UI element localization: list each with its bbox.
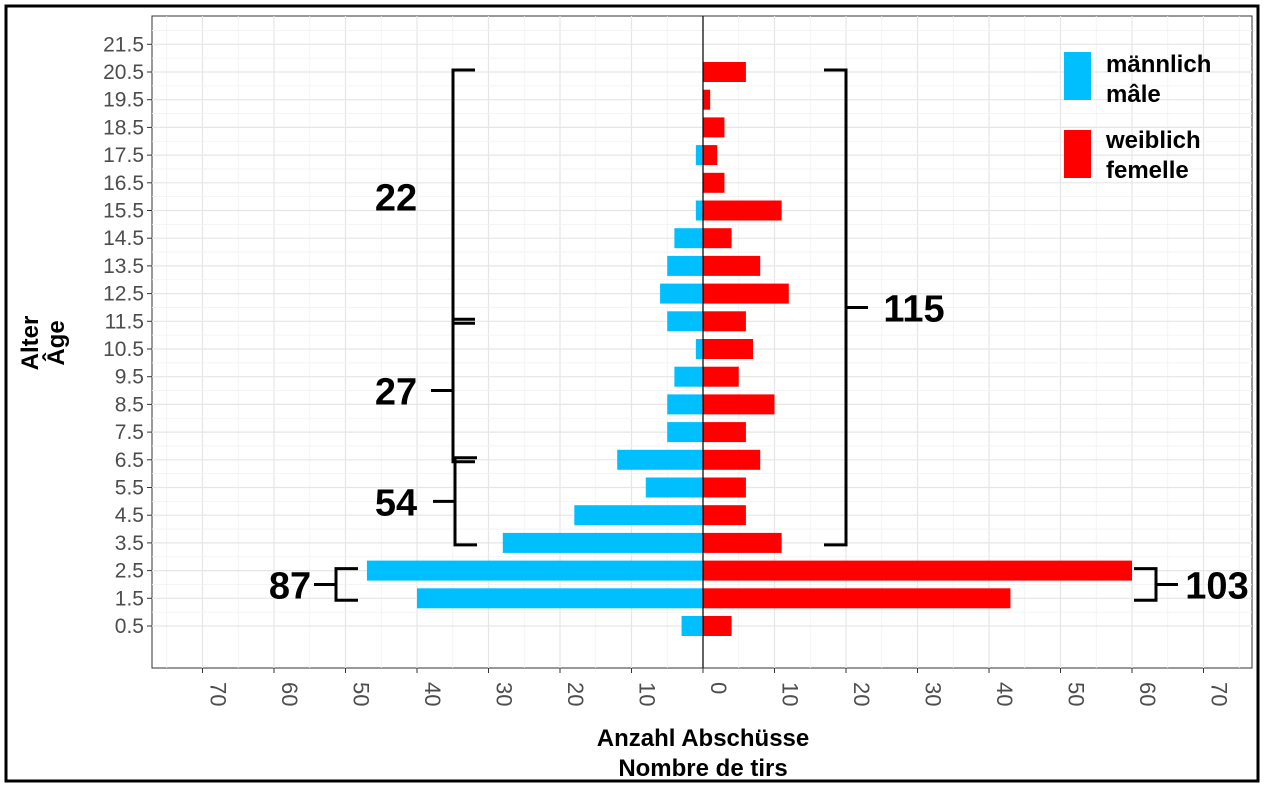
y-tick-label: 14.5: [103, 227, 144, 250]
bar-male-15.5: [695, 200, 703, 221]
bar-male-9.5: [674, 366, 703, 387]
legend-label-female-line1: weiblich: [1105, 127, 1201, 154]
bar-male-13.5: [667, 255, 703, 276]
bracket-label-54: 54: [375, 482, 417, 524]
legend-label-female-line2: femelle: [1106, 157, 1189, 184]
bar-male-0.5: [681, 616, 703, 636]
bar-male-12.5: [660, 283, 703, 304]
bar-female-4.5: [703, 505, 746, 526]
bar-female-20.5: [703, 62, 746, 82]
y-tick-label: 0.5: [115, 615, 144, 638]
bar-female-16.5: [703, 172, 725, 193]
y-axis-ticks: 0.5 1.5 2.5 3.5 4.5 5.5 6.5 7.5 8.5 9.5 10.5 11.5 12…: [103, 33, 152, 638]
x-tick-label: 40: [992, 682, 1017, 706]
bar-female-9.5: [703, 366, 739, 387]
y-tick-label: 13.5: [103, 255, 144, 278]
bar-female-7.5: [703, 422, 746, 443]
bar-female-0.5: [703, 616, 732, 636]
bar-female-18.5: [703, 117, 725, 138]
x-tick-label: 20: [563, 682, 588, 706]
x-tick-label: 70: [206, 682, 231, 706]
bar-female-1.5: [703, 588, 1011, 609]
y-tick-label: 10.5: [103, 338, 144, 361]
bar-female-17.5: [703, 145, 718, 166]
bar-female-6.5: [703, 449, 761, 470]
bar-female-5.5: [703, 477, 746, 498]
y-axis-title-line2: Âge: [42, 320, 70, 365]
y-tick-label: 17.5: [103, 144, 144, 167]
bracket-label-103: 103: [1185, 565, 1248, 607]
y-tick-label: 9.5: [115, 366, 144, 389]
x-tick-label: 0: [706, 682, 731, 694]
bar-female-14.5: [703, 228, 732, 249]
x-tick-label: 50: [1064, 682, 1089, 706]
x-tick-label: 40: [420, 682, 445, 706]
y-tick-label: 19.5: [103, 89, 144, 112]
bracket-label-27: 27: [375, 372, 417, 414]
bracket-left-22: [451, 68, 475, 325]
bar-female-2.5: [703, 560, 1132, 581]
y-tick-label: 16.5: [103, 172, 144, 195]
x-tick-label: 50: [349, 682, 374, 706]
x-tick-label: 30: [921, 682, 946, 706]
bar-female-12.5: [703, 283, 789, 304]
bar-female-11.5: [703, 311, 746, 332]
bar-female-19.5: [703, 89, 711, 110]
legend-label-male-line2: mâle: [1106, 81, 1161, 108]
y-tick-label: 15.5: [103, 200, 144, 223]
bar-male-8.5: [667, 394, 703, 415]
x-tick-label: 60: [1135, 682, 1160, 706]
bar-female-13.5: [703, 255, 761, 276]
y-tick-label: 1.5: [115, 587, 144, 610]
bar-female-8.5: [703, 394, 775, 415]
bar-male-4.5: [574, 505, 703, 526]
bar-male-6.5: [617, 449, 703, 470]
bracket-annotations: 22 27 54 87 115 103: [269, 68, 1249, 607]
y-tick-label: 18.5: [103, 116, 144, 139]
y-tick-label: 21.5: [103, 33, 144, 56]
bracket-label-87: 87: [269, 565, 311, 607]
x-tick-label: 30: [492, 682, 517, 706]
y-tick-label: 5.5: [115, 477, 144, 500]
bar-male-5.5: [645, 477, 703, 498]
y-tick-label: 8.5: [115, 393, 144, 416]
y-tick-label: 20.5: [103, 61, 144, 84]
y-tick-label: 6.5: [115, 449, 144, 472]
y-axis-title-line1: Alter: [17, 316, 44, 371]
x-tick-label: 20: [849, 682, 874, 706]
x-tick-label: 10: [778, 682, 803, 706]
y-tick-label: 7.5: [115, 421, 144, 444]
y-tick-label: 3.5: [115, 532, 144, 555]
x-axis-title-line2: Nombre de tirs: [618, 755, 787, 782]
y-tick-label: 11.5: [105, 310, 144, 333]
bar-male-14.5: [674, 228, 703, 249]
legend-label-male-line1: männlich: [1106, 51, 1211, 78]
legend-swatch-male: [1064, 52, 1091, 100]
bar-female-15.5: [703, 200, 782, 221]
y-tick-label: 4.5: [115, 504, 144, 527]
bar-male-10.5: [695, 339, 703, 359]
y-tick-label: 2.5: [115, 560, 144, 583]
bar-male-11.5: [667, 311, 703, 332]
legend-swatch-female: [1064, 130, 1091, 178]
bar-male-7.5: [667, 422, 703, 443]
bar-male-1.5: [417, 588, 703, 609]
bar-male-3.5: [502, 532, 703, 553]
bar-male-2.5: [366, 560, 703, 581]
legend: männlich mâle weiblich femelle: [1064, 51, 1211, 184]
x-axis-ticks: 70 60 50 40 30 20 10 0 10 20 30 40 50 60 70: [202, 668, 1232, 706]
bars: [366, 62, 1132, 636]
y-tick-label: 12.5: [103, 283, 144, 306]
x-tick-label: 10: [635, 682, 660, 706]
bracket-label-22: 22: [375, 178, 417, 220]
x-tick-label: 60: [277, 682, 302, 706]
bar-female-3.5: [703, 532, 782, 553]
bar-male-17.5: [695, 145, 703, 166]
x-tick-label: 70: [1207, 682, 1232, 706]
bracket-label-115: 115: [883, 288, 944, 330]
x-axis-title-line1: Anzahl Abschüsse: [597, 725, 810, 752]
bar-female-10.5: [703, 339, 754, 359]
